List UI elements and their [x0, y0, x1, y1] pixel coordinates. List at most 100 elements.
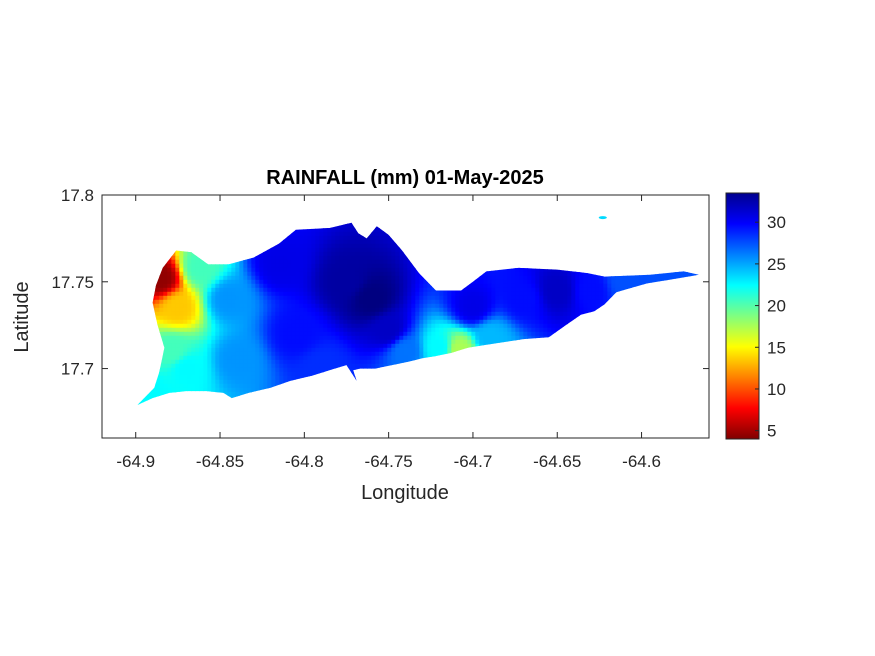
rainfall-cell — [183, 323, 188, 329]
rainfall-cell — [287, 279, 292, 285]
rainfall-cell — [475, 343, 480, 349]
rainfall-cell — [299, 295, 304, 301]
rainfall-cell — [515, 271, 520, 277]
rainfall-cell — [315, 271, 320, 277]
rainfall-cell — [375, 319, 380, 325]
rainfall-cell — [267, 339, 272, 345]
rainfall-cell — [503, 279, 508, 285]
rainfall-cell — [363, 315, 368, 321]
rainfall-cell — [367, 347, 372, 353]
rainfall-cell — [327, 315, 332, 321]
rainfall-cell — [171, 299, 176, 305]
rainfall-cell — [499, 339, 504, 345]
rainfall-cell — [407, 275, 412, 281]
rainfall-cell — [279, 247, 284, 253]
rainfall-cell — [255, 303, 260, 309]
rainfall-cell — [403, 267, 408, 273]
rainfall-cell — [335, 347, 340, 353]
rainfall-cell — [311, 267, 316, 273]
rainfall-cell — [255, 347, 260, 353]
rainfall-cell — [555, 287, 560, 293]
rainfall-cell — [199, 291, 204, 297]
rainfall-cell — [291, 299, 296, 305]
rainfall-cell — [375, 307, 380, 313]
rainfall-cell — [307, 235, 312, 241]
rainfall-cell — [575, 283, 580, 289]
rainfall-cell — [403, 299, 408, 305]
rainfall-cell — [255, 339, 260, 345]
rainfall-cell — [399, 339, 404, 345]
rainfall-cell — [255, 343, 260, 349]
rainfall-cell — [351, 311, 356, 317]
rainfall-cell — [235, 307, 240, 313]
rainfall-cell — [399, 335, 404, 341]
rainfall-cell — [255, 323, 260, 329]
rainfall-cell — [491, 335, 496, 341]
rainfall-cell — [455, 311, 460, 317]
rainfall-cell — [355, 299, 360, 305]
rainfall-cell — [359, 263, 364, 269]
rainfall-cell — [271, 343, 276, 349]
rainfall-cell — [303, 263, 308, 269]
rainfall-cell — [383, 295, 388, 301]
rainfall-cell — [479, 327, 484, 333]
rainfall-cell — [195, 259, 200, 265]
rainfall-cell — [199, 319, 204, 325]
rainfall-cell — [291, 259, 296, 265]
rainfall-cell — [451, 291, 456, 297]
rainfall-cell — [327, 351, 332, 357]
rainfall-cell — [383, 275, 388, 281]
rainfall-cell — [583, 287, 588, 293]
rainfall-cell — [327, 231, 332, 237]
rainfall-cell — [327, 243, 332, 249]
rainfall-cell — [275, 315, 280, 321]
rainfall-cell — [319, 339, 324, 345]
rainfall-cell — [535, 331, 540, 337]
rainfall-cell — [379, 339, 384, 345]
rainfall-cell — [283, 295, 288, 301]
rainfall-cell — [307, 227, 312, 233]
rainfall-cell — [283, 243, 288, 249]
rainfall-cell — [303, 243, 308, 249]
rainfall-cell — [379, 315, 384, 321]
rainfall-cell — [179, 295, 184, 301]
rainfall-cell — [483, 299, 488, 305]
rainfall-cell — [531, 267, 536, 273]
rainfall-cell — [355, 239, 360, 245]
rainfall-cell — [231, 263, 236, 269]
rainfall-cell — [303, 307, 308, 313]
rainfall-cell — [259, 351, 264, 357]
rainfall-cell — [291, 311, 296, 317]
rainfall-cell — [223, 263, 228, 269]
rainfall-cell — [635, 279, 640, 285]
rainfall-cell — [519, 331, 524, 337]
rainfall-cell — [515, 299, 520, 305]
rainfall-cell — [327, 307, 332, 313]
rainfall-cell — [599, 283, 604, 289]
rainfall-cell — [503, 315, 508, 321]
rainfall-cell — [183, 291, 188, 297]
rainfall-cell — [311, 255, 316, 261]
rainfall-cell — [587, 295, 592, 301]
rainfall-cell — [387, 239, 392, 245]
rainfall-cell — [215, 319, 220, 325]
rainfall-cell — [499, 307, 504, 313]
rainfall-cell — [299, 271, 304, 277]
rainfall-cell — [479, 339, 484, 345]
rainfall-cell — [195, 295, 200, 301]
rainfall-cell — [475, 323, 480, 329]
rainfall-cell — [355, 339, 360, 345]
rainfall-cell — [587, 291, 592, 297]
rainfall-cell — [487, 303, 492, 309]
rainfall-cell — [531, 335, 536, 341]
rainfall-cell — [379, 263, 384, 269]
rainfall-cell — [379, 347, 384, 353]
rainfall-cell — [295, 315, 300, 321]
rainfall-cell — [551, 295, 556, 301]
rainfall-cell — [531, 295, 536, 301]
rainfall-cell — [371, 267, 376, 273]
rainfall-cell — [187, 271, 192, 277]
rainfall-cell — [415, 331, 420, 337]
rainfall-cell — [315, 235, 320, 241]
rainfall-cell — [191, 311, 196, 317]
